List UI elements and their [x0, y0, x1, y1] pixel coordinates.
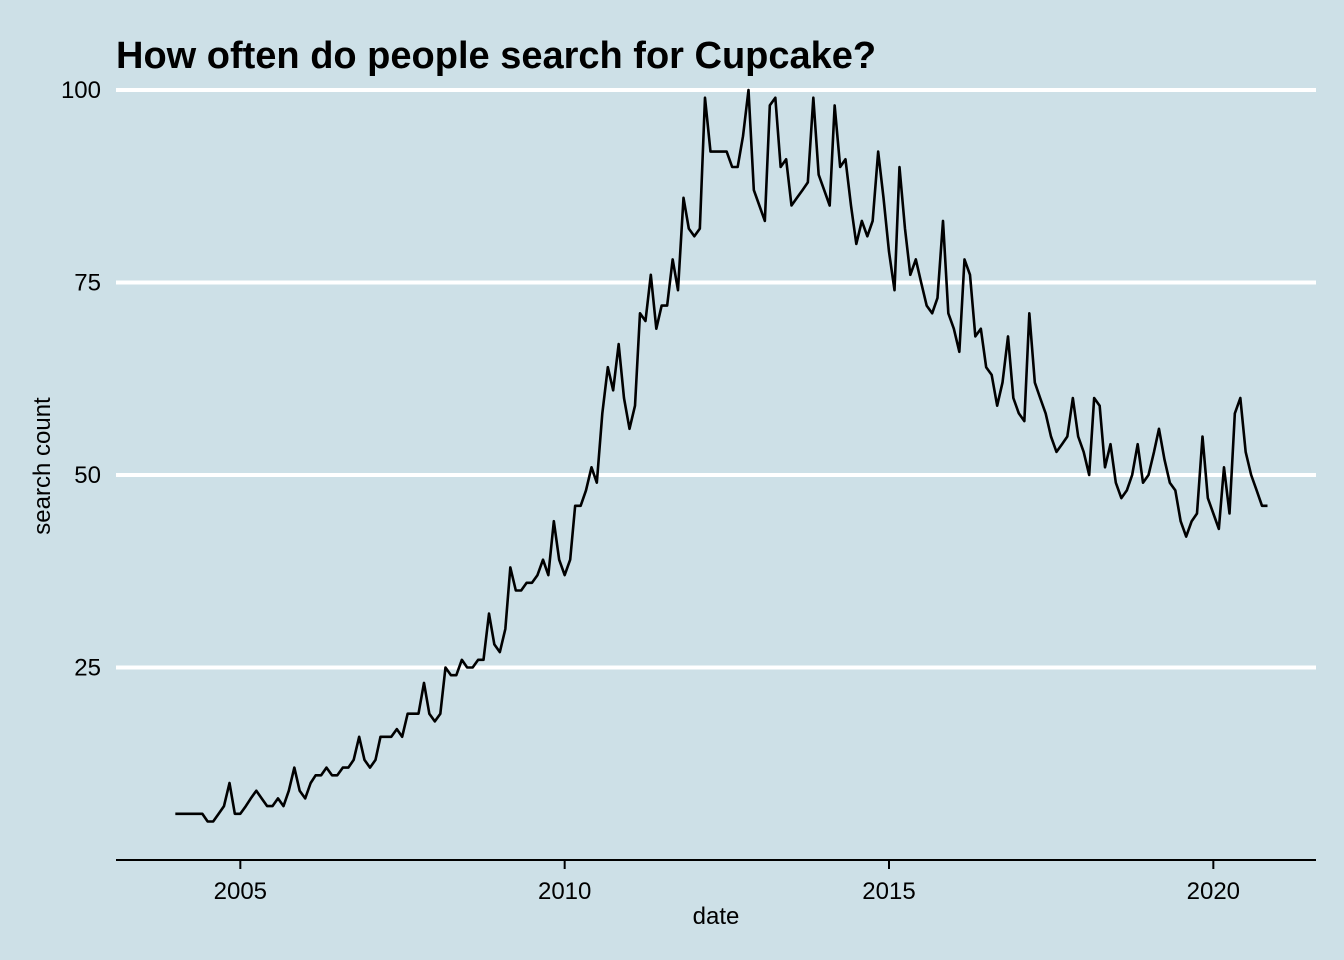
- x-axis-label: date: [693, 903, 740, 930]
- gridlines: [116, 88, 1316, 670]
- x-tick-label: 2015: [862, 878, 915, 905]
- x-tick-label: 2005: [214, 878, 267, 905]
- y-axis-label: search count: [29, 397, 56, 535]
- x-tick-label: 2020: [1187, 878, 1240, 905]
- chart-title: How often do people search for Cupcake?: [116, 35, 876, 77]
- x-tick-label: 2010: [538, 878, 591, 905]
- series-lines: [175, 88, 1268, 823]
- y-tick-label: 50: [74, 462, 101, 489]
- y-tick-label: 75: [74, 270, 101, 297]
- x-axis: 2005 2010 2015 2020: [116, 859, 1316, 905]
- series-line-0: [175, 88, 1268, 823]
- y-tick-labels: 25 50 75 100: [61, 77, 101, 682]
- y-tick-label: 25: [74, 655, 101, 682]
- y-tick-label: 100: [61, 77, 101, 104]
